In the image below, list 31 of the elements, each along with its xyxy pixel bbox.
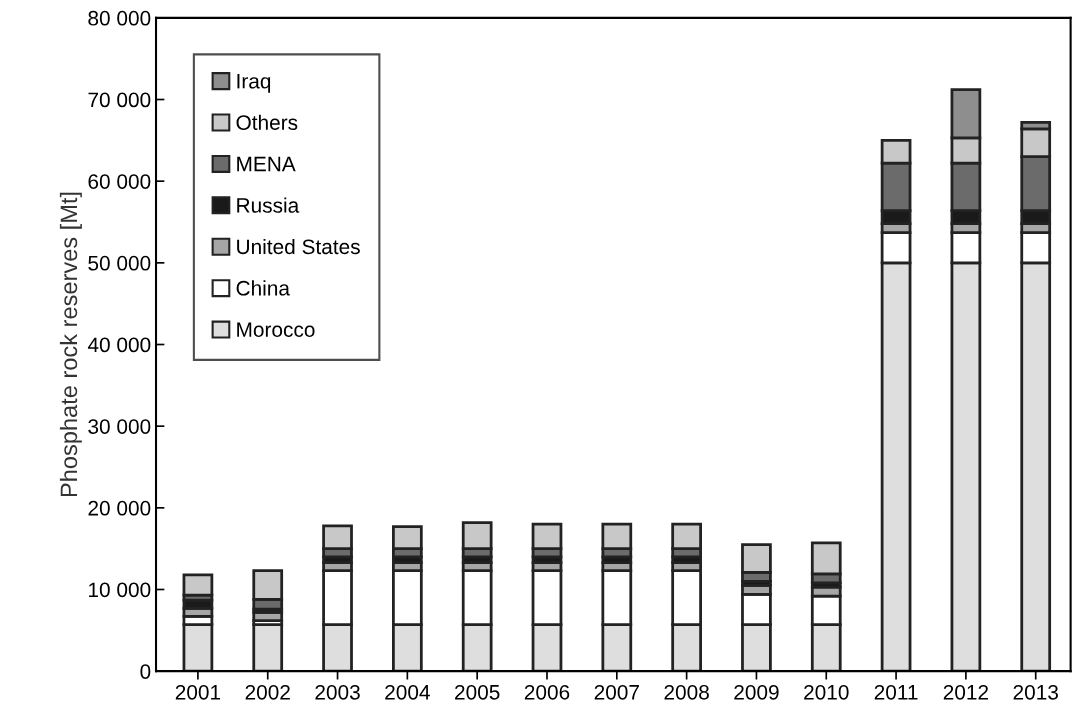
x-tick-label: 2011: [874, 684, 918, 700]
x-tick-label: 2013: [1013, 684, 1058, 700]
legend-label: MENA: [237, 156, 296, 172]
y-tick-label: 0: [140, 664, 151, 679]
x-tick-label: 2008: [664, 684, 709, 700]
y-tick-label: 60 000: [88, 174, 151, 189]
y-tick-label: 80 000: [88, 10, 151, 26]
x-tick-label: 2005: [455, 684, 500, 700]
bar: [252, 623, 284, 672]
legend-label: Morocco: [237, 322, 315, 337]
x-tick-label: 2010: [804, 684, 849, 700]
legend-label: United States: [237, 238, 360, 255]
y-tick-label: 30 000: [88, 419, 151, 434]
x-tick-label: 2002: [245, 684, 290, 700]
legend-label: Russia: [237, 197, 300, 213]
y-tick-label: 20 000: [88, 500, 151, 516]
x-tick-label: 2007: [594, 684, 639, 700]
y-axis-title: Phosphate rock reserves [Mt]: [59, 192, 82, 497]
y-tick-label: 50 000: [88, 255, 151, 271]
x-tick-label: 2001: [175, 684, 221, 700]
x-tick-label: 2004: [385, 684, 430, 700]
legend-label: Iraq: [237, 74, 271, 93]
y-tick-label: 70 000: [88, 92, 151, 108]
legend-label: China: [236, 280, 290, 296]
legend-label: Others: [236, 114, 298, 130]
x-tick-label: 2012: [943, 684, 989, 700]
x-tick-label: 2003: [315, 684, 360, 700]
y-tick-label: 10 000: [89, 582, 151, 598]
x-tick-label: 2009: [734, 684, 779, 700]
y-tick-label: 40 000: [87, 337, 151, 353]
x-tick-label: 2006: [524, 684, 570, 700]
